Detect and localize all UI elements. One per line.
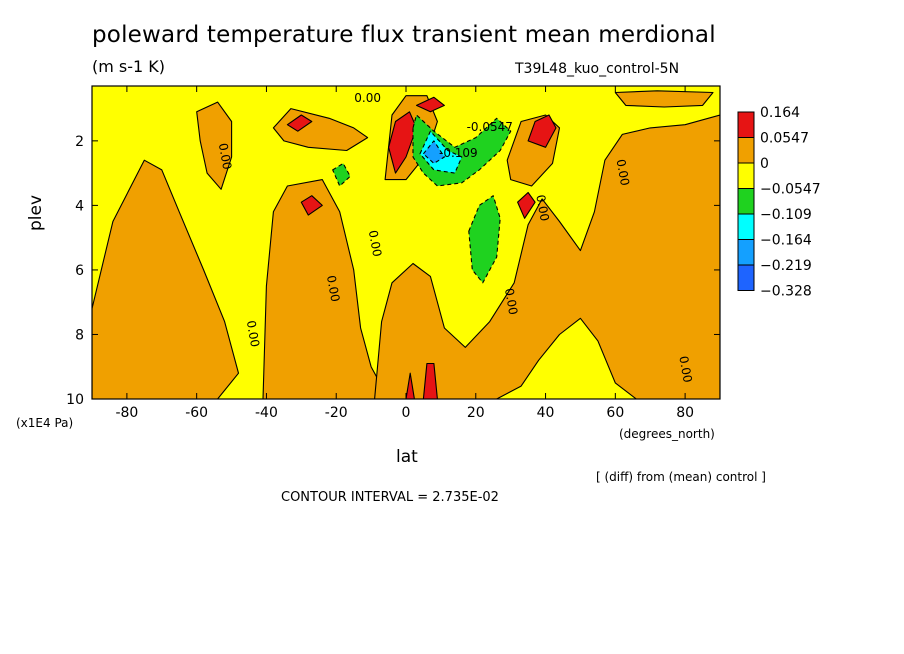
diff-note: [ (diff) from (mean) control ]	[596, 470, 766, 484]
colorbar-label: −0.219	[760, 258, 812, 274]
x-tick-label: 80	[676, 405, 694, 421]
colorbar-swatch	[737, 239, 755, 266]
x-tick-label: -20	[325, 405, 348, 421]
contour-label: 0.00	[614, 158, 632, 187]
contour-label: 0.00	[354, 91, 381, 105]
colorbar-label: 0.0547	[760, 131, 809, 147]
colorbar-label: 0.164	[760, 105, 800, 121]
colorbar-label: −0.164	[760, 233, 812, 249]
x-tick-label: 40	[537, 405, 555, 421]
contour-regions	[92, 90, 720, 399]
contour-region	[468, 195, 501, 284]
x-tick-label: 20	[467, 405, 485, 421]
contour-region	[614, 90, 714, 108]
contour-region	[196, 101, 233, 190]
y-tick-label: 10	[66, 392, 84, 408]
chart-units: (m s-1 K)	[92, 57, 166, 76]
contour-label: 0.00	[502, 287, 520, 316]
contour-label: 0.00	[216, 142, 234, 171]
x-tick-label: -40	[255, 405, 278, 421]
x-tick-label: -80	[115, 405, 138, 421]
colorbar-label: −0.109	[760, 207, 812, 223]
y-tick-label: 8	[75, 327, 84, 343]
x-axis-units: (degrees_north)	[619, 427, 715, 441]
contour-label: 0.00	[244, 319, 262, 348]
contour-region	[92, 159, 240, 399]
contour-interval: CONTOUR INTERVAL = 2.735E-02	[281, 490, 499, 505]
chart-title: poleward temperature flux transient mean…	[92, 22, 716, 48]
contour-region	[405, 372, 415, 399]
colorbar-swatch	[737, 162, 755, 189]
contour-region	[374, 114, 720, 399]
x-axis-label: lat	[396, 447, 418, 467]
colorbar-swatch	[737, 111, 755, 138]
x-tick-label: 60	[606, 405, 624, 421]
y-axis-units: (x1E4 Pa)	[16, 416, 74, 430]
colorbar-swatch	[737, 188, 755, 215]
contour-label: 0.00	[676, 355, 694, 384]
contour-label: 0.00	[366, 229, 384, 258]
contour-label: -0.0547	[467, 120, 513, 134]
y-tick-label: 4	[75, 198, 84, 214]
colorbar-swatch	[737, 213, 755, 240]
colorbar: 0.164 0.0547 0 −0.0547 −0.109 −0.164 −0.219 −0.…	[737, 105, 821, 300]
contour-region	[300, 195, 323, 216]
contour-label: -0.109	[439, 146, 478, 160]
contour-region	[332, 162, 351, 187]
contour-region	[517, 191, 536, 219]
colorbar-swatch	[737, 264, 755, 291]
contour-region	[527, 114, 557, 148]
colorbar-swatch	[737, 137, 755, 164]
y-tick-label: 6	[75, 263, 84, 279]
contour-region	[415, 96, 445, 113]
x-axis: -80 -60 -40 -20 0 20 40 60 80	[115, 86, 694, 421]
contour-region	[422, 140, 445, 164]
contour-labels: 0.00 0.00 0.00 0.00 0.00 0.00 0.00 0.00 0.00 -0.1…	[216, 91, 695, 384]
x-tick-label: 0	[402, 405, 411, 421]
contour-region	[422, 362, 438, 399]
colorbar-label: −0.0547	[760, 182, 821, 198]
y-axis-label: plev	[26, 194, 46, 231]
run-name: T39L48_kuo_control-5N	[515, 61, 680, 77]
colorbar-label: −0.328	[760, 284, 812, 300]
y-axis: 2 4 6 8 10	[66, 134, 720, 408]
contour-label: 0.00	[324, 274, 342, 303]
contour-region	[286, 114, 313, 132]
x-tick-label: -60	[185, 405, 208, 421]
y-tick-label: 2	[75, 134, 84, 150]
colorbar-label: 0	[760, 156, 769, 172]
contour-label: 0.00	[533, 194, 551, 223]
